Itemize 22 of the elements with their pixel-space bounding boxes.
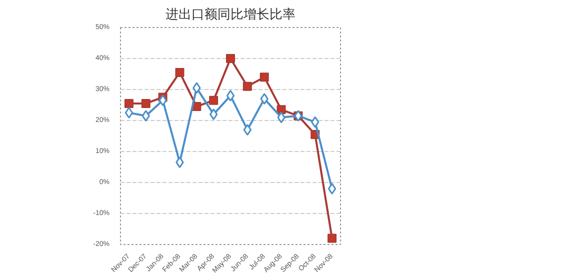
point [192, 82, 201, 94]
point [328, 234, 337, 243]
point [277, 112, 286, 124]
point [158, 94, 167, 106]
point [176, 156, 184, 168]
point [260, 93, 268, 105]
chart-title: 进出口额同比增长比率 [166, 6, 296, 22]
point [226, 90, 235, 102]
point [243, 124, 252, 136]
point [175, 68, 184, 77]
point [141, 98, 150, 108]
point [124, 98, 134, 108]
point [311, 116, 320, 128]
point [260, 72, 269, 82]
point [124, 107, 134, 118]
point [276, 105, 286, 114]
point [142, 110, 150, 122]
point [209, 96, 218, 105]
point [226, 54, 235, 63]
point [328, 182, 336, 194]
point [242, 82, 252, 91]
point [209, 108, 218, 120]
